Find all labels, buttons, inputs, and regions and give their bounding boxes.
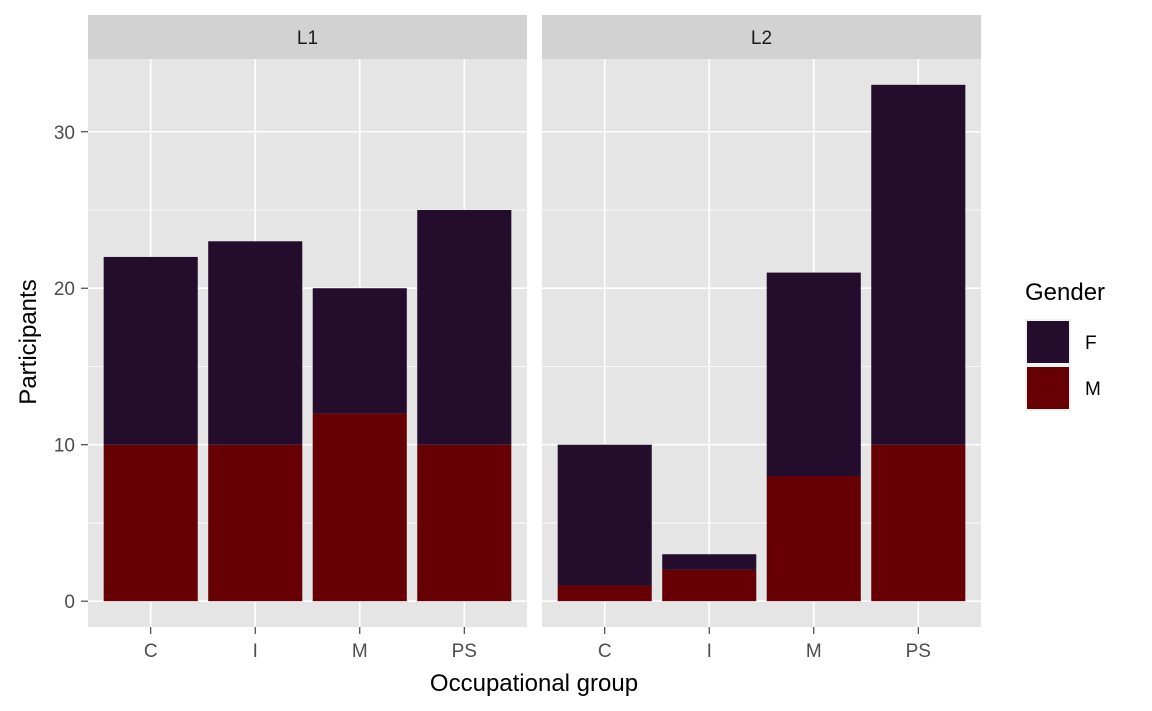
x-axis-title: Occupational group [430, 670, 638, 697]
y-axis-title: Participants [15, 279, 42, 404]
bar-m-ps [417, 444, 512, 602]
x-tick-label: C [598, 641, 612, 662]
x-tick-label: I [253, 641, 258, 662]
bar-m-i [208, 444, 303, 602]
legend-label-m: M [1085, 379, 1101, 400]
facet-strip-label: L1 [297, 28, 318, 49]
y-tick-label: 10 [54, 436, 75, 457]
bar-m-c [103, 444, 198, 602]
bar-m-i [662, 569, 757, 602]
x-tick-label: C [144, 641, 158, 662]
facet-strip [88, 15, 527, 59]
legend-title: Gender [1025, 279, 1105, 306]
facet-strip [542, 15, 981, 59]
legend: Gender F M [1025, 279, 1105, 411]
bar-m-m [766, 476, 861, 602]
x-tick-label: M [352, 641, 368, 662]
bar-m-c [557, 585, 652, 602]
facet-panel-l2: L2 C I M PS [542, 15, 981, 662]
y-tick-label: 0 [64, 592, 75, 613]
legend-key-m [1027, 367, 1069, 409]
y-tick-label: 20 [54, 279, 75, 300]
x-tick-label: M [806, 641, 822, 662]
y-tick-label: 30 [54, 123, 75, 144]
facet-strip-label: L2 [751, 28, 772, 49]
bar-m-m [312, 413, 407, 602]
legend-label-f: F [1085, 333, 1097, 354]
bar-f-i [662, 554, 757, 570]
bar-m-ps [871, 444, 966, 602]
x-tick-label: PS [906, 641, 931, 662]
bar-f-m [312, 288, 407, 414]
legend-key-f [1027, 321, 1069, 363]
bar-f-ps [871, 84, 966, 445]
bar-f-c [103, 256, 198, 445]
x-tick-label: PS [452, 641, 477, 662]
bar-f-i [208, 241, 303, 445]
facet-panel-l1: L1 C I M PS [88, 15, 527, 662]
bar-f-m [766, 272, 861, 477]
bar-f-c [557, 444, 652, 586]
bar-f-ps [417, 209, 512, 445]
x-tick-label: I [707, 641, 712, 662]
facet-panels: L1 C I M PS L2 C I M PS [88, 15, 981, 662]
